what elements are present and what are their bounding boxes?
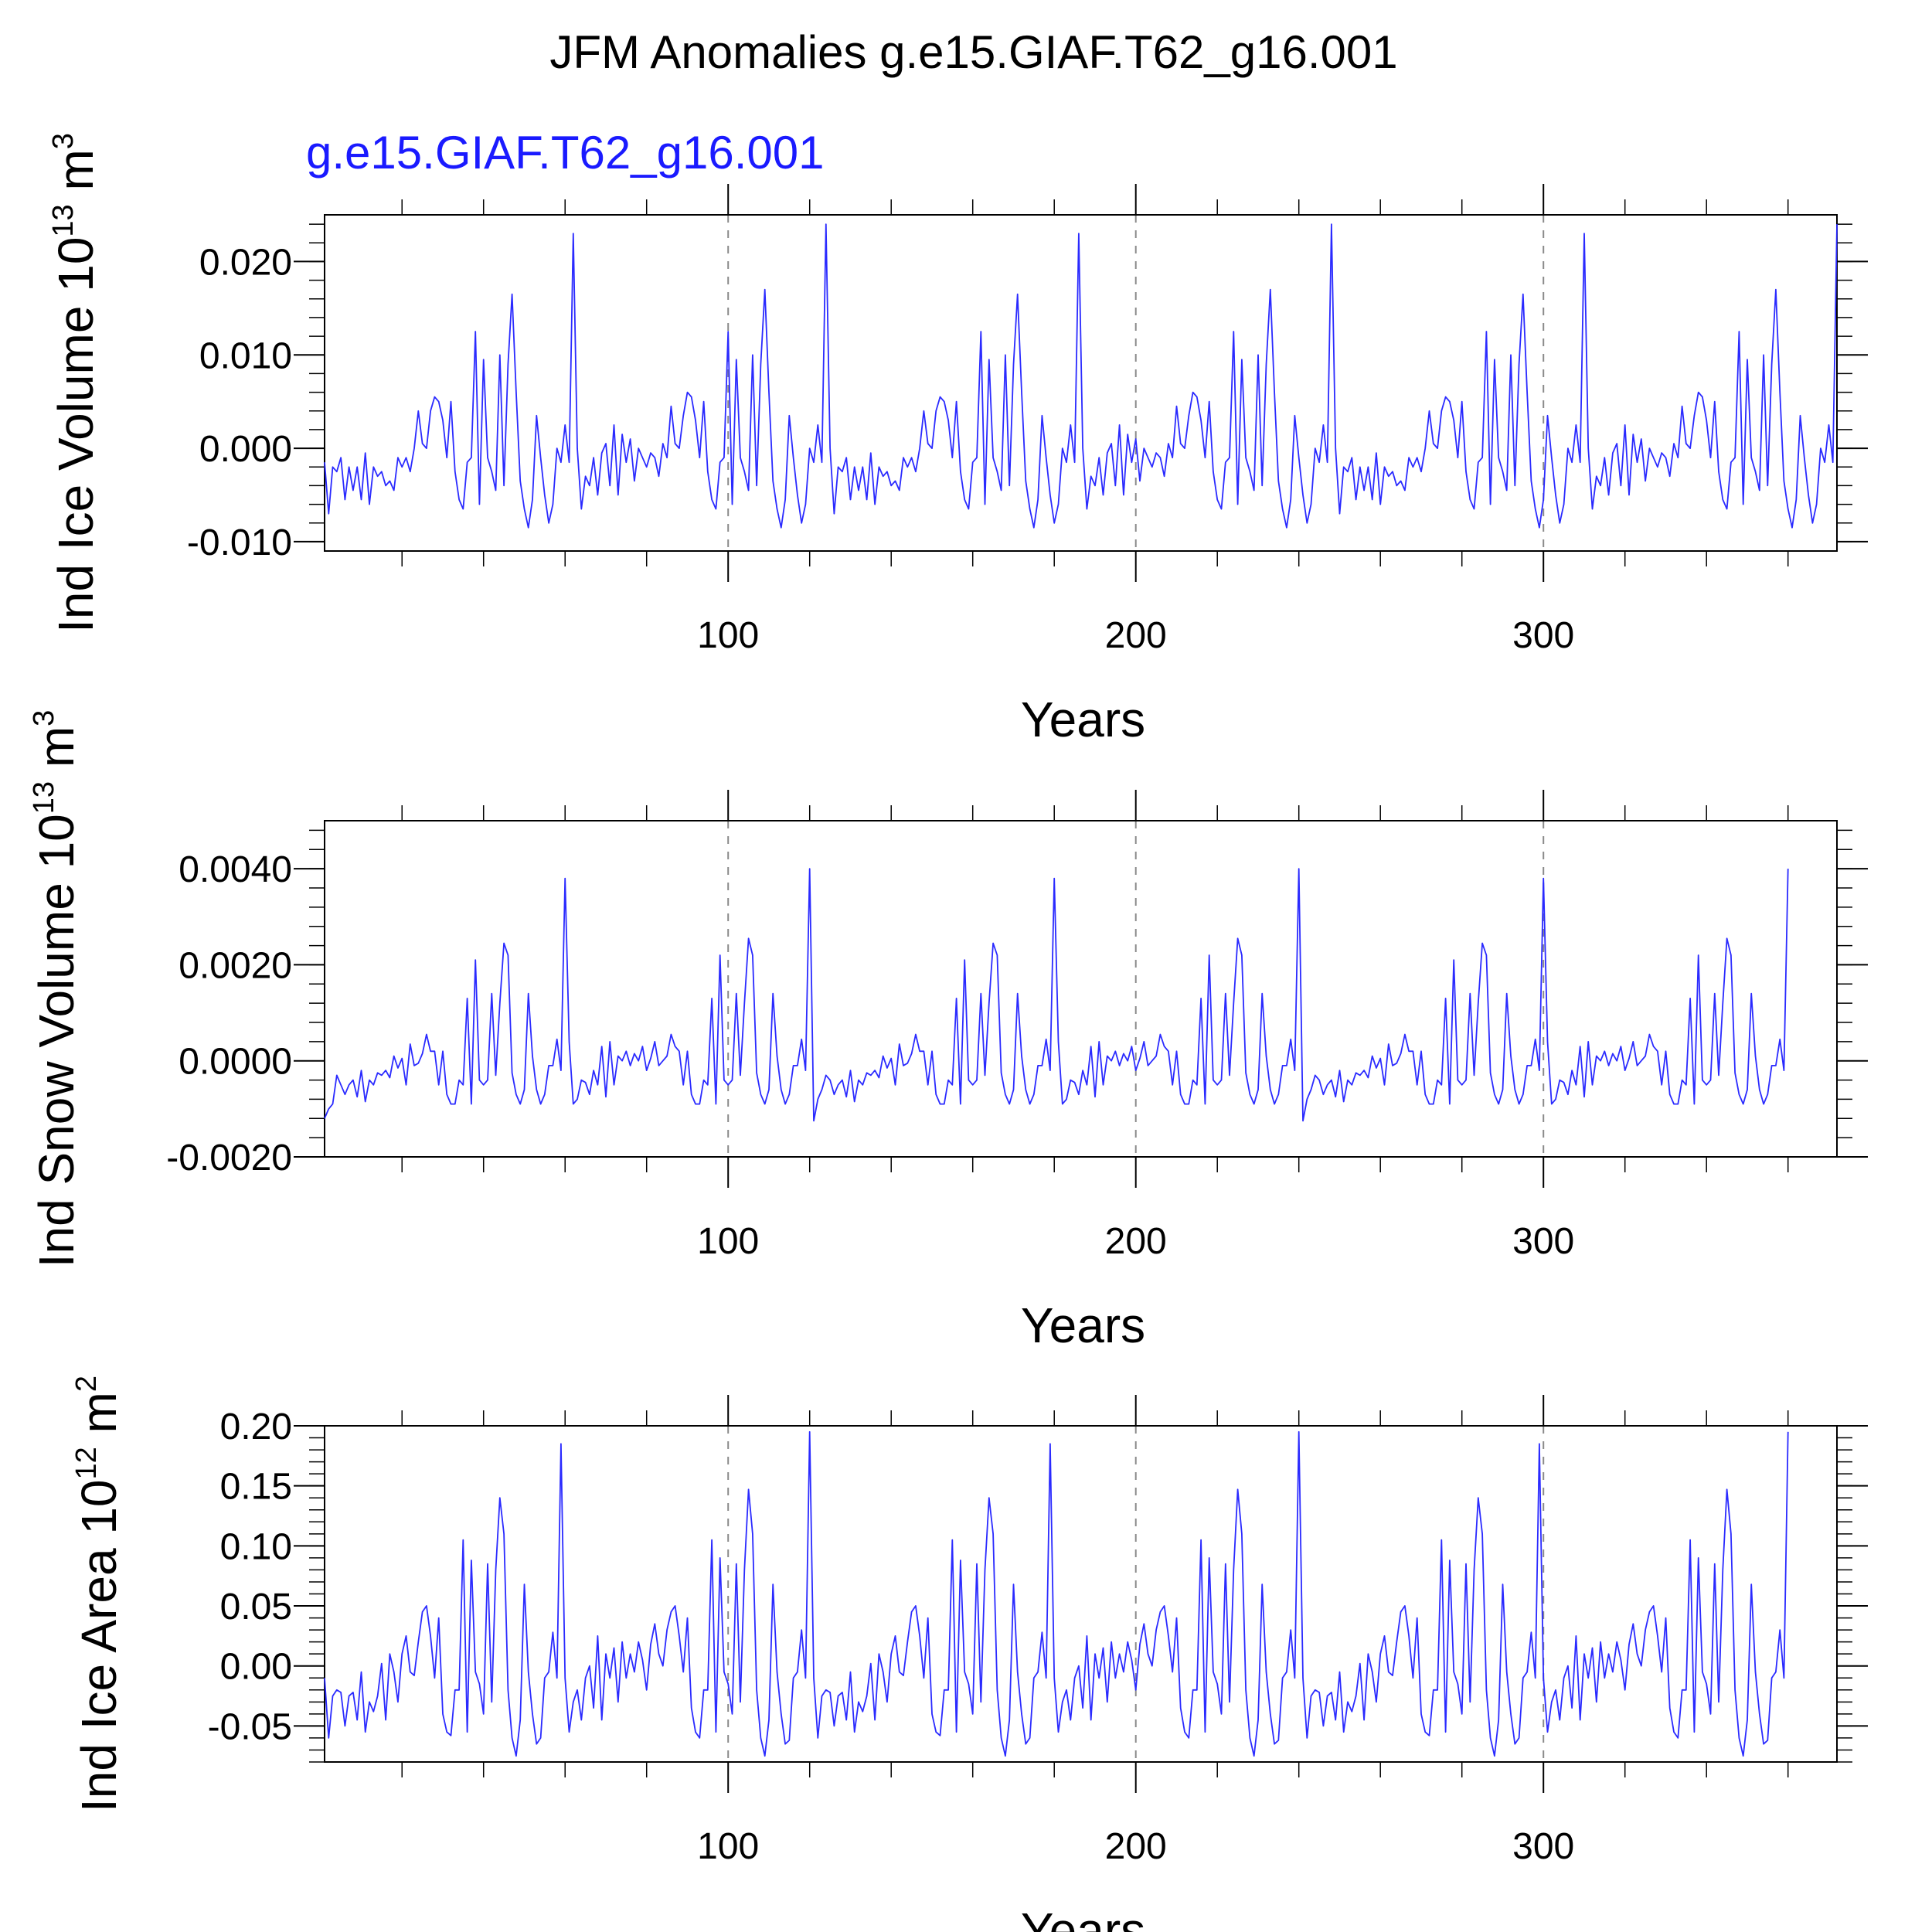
y-tick-label: 0.15 [220, 1467, 292, 1508]
panel-subtitle: g.e15.GIAF.T62_g16.001 [306, 127, 825, 179]
series-line-ind-snow-volume [324, 868, 1789, 1122]
y-tick-label: 0.10 [220, 1526, 292, 1567]
plot-frame [324, 1425, 1838, 1763]
y-axis-label: Ind Ice Volume 1013 m3 [47, 133, 104, 633]
y-tick-label: 0.0000 [179, 1042, 292, 1083]
y-tick-label: 0.00 [220, 1647, 292, 1688]
y-tick-label: 0.05 [220, 1587, 292, 1628]
x-tick-label: 200 [1105, 615, 1167, 656]
figure-title: JFM Anomalies g.e15.GIAF.T62_g16.001 [549, 26, 1397, 78]
chart-panel-2: -0.0020 0.0000 0.0020 0.0040 100 200 300 Years I… [28, 710, 1868, 1353]
y-tick-label: -0.05 [208, 1706, 292, 1747]
x-axis-label: Years [1021, 1298, 1145, 1353]
y-axis-label: Ind Ice Area 1012 m2 [70, 1376, 127, 1812]
x-tick-label: 300 [1512, 1221, 1574, 1262]
x-axis-label: Years [1021, 1903, 1145, 1932]
x-tick-label: 100 [697, 1826, 759, 1867]
x-tick-label: 300 [1512, 615, 1574, 656]
x-tick-label: 200 [1105, 1826, 1167, 1867]
y-tick-label: 0.20 [220, 1406, 292, 1447]
x-axis-label: Years [1021, 692, 1145, 747]
panels: -0.010 0.000 0.010 0.020 100 200 300 Years Ind I… [28, 127, 1868, 1932]
y-tick-label: 0.010 [199, 335, 292, 376]
x-tick-label: 200 [1105, 1221, 1167, 1262]
y-tick-label: -0.010 [187, 522, 292, 563]
y-tick-label: 0.020 [199, 242, 292, 283]
series-line-ind-ice-volume [324, 223, 1838, 529]
y-tick-label: 0.0040 [179, 849, 292, 890]
y-tick-label: 0.0020 [179, 945, 292, 986]
x-tick-label: 300 [1512, 1826, 1574, 1867]
series-line-ind-ice-area [324, 1430, 1789, 1757]
y-tick-label: -0.0020 [166, 1138, 292, 1179]
y-axis-label: Ind Snow Volume 1013 m3 [28, 710, 84, 1268]
plot-frame [324, 820, 1838, 1158]
chart-panel-3: -0.05 0.00 0.05 0.10 0.15 0.20 100 200 300 Years I… [70, 1376, 1868, 1932]
x-tick-label: 100 [697, 1221, 759, 1262]
plot-frame [324, 214, 1838, 552]
chart-panel-1: -0.010 0.000 0.010 0.020 100 200 300 Years Ind I… [47, 127, 1868, 747]
y-tick-label: 0.000 [199, 429, 292, 470]
x-tick-label: 100 [697, 615, 759, 656]
